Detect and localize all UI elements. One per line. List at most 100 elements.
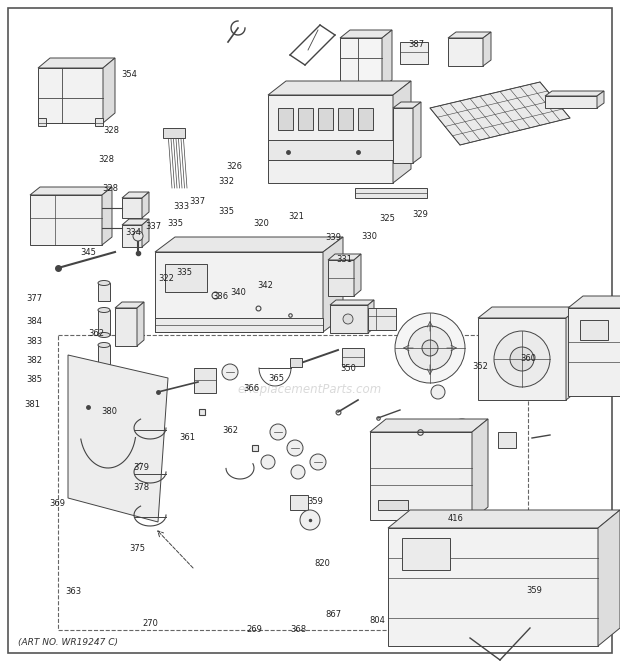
Bar: [580, 320, 608, 340]
Text: 366: 366: [243, 383, 259, 393]
Circle shape: [222, 364, 238, 380]
Polygon shape: [598, 510, 620, 646]
Polygon shape: [30, 187, 112, 195]
Bar: [400, 42, 428, 64]
Bar: [38, 118, 46, 126]
Bar: [338, 108, 353, 130]
Circle shape: [261, 455, 275, 469]
Text: 333: 333: [173, 202, 189, 211]
Ellipse shape: [98, 280, 110, 286]
Text: 362: 362: [223, 426, 239, 435]
Bar: [268, 95, 393, 183]
Polygon shape: [68, 355, 168, 522]
Text: 329: 329: [412, 210, 428, 219]
Text: 320: 320: [254, 219, 270, 228]
Polygon shape: [472, 419, 488, 520]
Text: 270: 270: [142, 619, 158, 629]
Text: 361: 361: [179, 433, 195, 442]
Polygon shape: [545, 91, 604, 96]
Circle shape: [310, 454, 326, 470]
Text: 380: 380: [101, 407, 117, 416]
Bar: [30, 195, 102, 245]
Polygon shape: [388, 510, 620, 528]
Polygon shape: [122, 192, 149, 198]
Circle shape: [270, 424, 286, 440]
Bar: [163, 128, 185, 138]
Text: 328: 328: [104, 126, 120, 136]
Text: 326: 326: [226, 162, 242, 171]
Bar: [155, 252, 323, 332]
Bar: [545, 96, 597, 108]
Bar: [58, 335, 528, 630]
Bar: [388, 528, 598, 646]
Text: 339: 339: [326, 233, 342, 243]
Text: 335: 335: [218, 207, 234, 216]
Text: 377: 377: [26, 294, 42, 303]
Text: 328: 328: [99, 155, 115, 165]
Text: 354: 354: [121, 69, 137, 79]
Bar: [393, 108, 413, 163]
Text: 342: 342: [257, 281, 273, 290]
Polygon shape: [115, 302, 144, 308]
Bar: [88, 398, 116, 416]
Ellipse shape: [98, 332, 110, 338]
Bar: [155, 318, 323, 332]
Polygon shape: [323, 237, 343, 332]
Polygon shape: [328, 254, 361, 260]
Polygon shape: [368, 300, 374, 333]
Bar: [340, 38, 382, 88]
Bar: [342, 348, 364, 366]
Bar: [358, 108, 373, 130]
Polygon shape: [413, 102, 421, 163]
Circle shape: [510, 347, 534, 371]
Text: 321: 321: [288, 212, 304, 221]
Bar: [122, 198, 142, 218]
Ellipse shape: [343, 314, 353, 324]
Circle shape: [300, 510, 320, 530]
Circle shape: [494, 331, 550, 387]
Text: 378: 378: [133, 483, 149, 492]
Polygon shape: [393, 102, 421, 108]
Bar: [378, 500, 408, 510]
Text: 352: 352: [472, 362, 489, 371]
Text: 385: 385: [26, 375, 42, 384]
Text: 335: 335: [177, 268, 193, 278]
Bar: [95, 118, 103, 126]
Bar: [568, 308, 620, 396]
Text: 820: 820: [314, 559, 330, 568]
Circle shape: [431, 385, 445, 399]
Bar: [92, 372, 114, 387]
Text: 350: 350: [340, 364, 356, 373]
Polygon shape: [566, 307, 580, 400]
Polygon shape: [354, 254, 361, 296]
Text: 359: 359: [526, 586, 542, 595]
Bar: [298, 108, 313, 130]
Text: 335: 335: [167, 219, 183, 228]
Text: 330: 330: [361, 232, 377, 241]
Bar: [115, 308, 137, 346]
Polygon shape: [478, 307, 580, 318]
Polygon shape: [448, 32, 491, 38]
Text: eReplacementParts.com: eReplacementParts.com: [238, 383, 382, 397]
Bar: [328, 260, 354, 296]
Circle shape: [291, 465, 305, 479]
Polygon shape: [155, 237, 343, 252]
Bar: [370, 432, 472, 520]
Text: 337: 337: [146, 221, 162, 231]
Polygon shape: [430, 82, 570, 145]
Circle shape: [408, 326, 452, 370]
Text: 387: 387: [409, 40, 425, 50]
Text: 363: 363: [65, 587, 81, 596]
Bar: [355, 188, 427, 198]
Bar: [402, 538, 450, 570]
Text: 340: 340: [231, 288, 247, 297]
Polygon shape: [370, 419, 488, 432]
Text: 867: 867: [326, 609, 342, 619]
Polygon shape: [142, 219, 149, 247]
Text: 375: 375: [130, 544, 146, 553]
Text: 368: 368: [291, 625, 307, 634]
Text: 384: 384: [26, 317, 42, 327]
Polygon shape: [330, 300, 374, 305]
Polygon shape: [122, 219, 149, 225]
Bar: [368, 308, 396, 330]
